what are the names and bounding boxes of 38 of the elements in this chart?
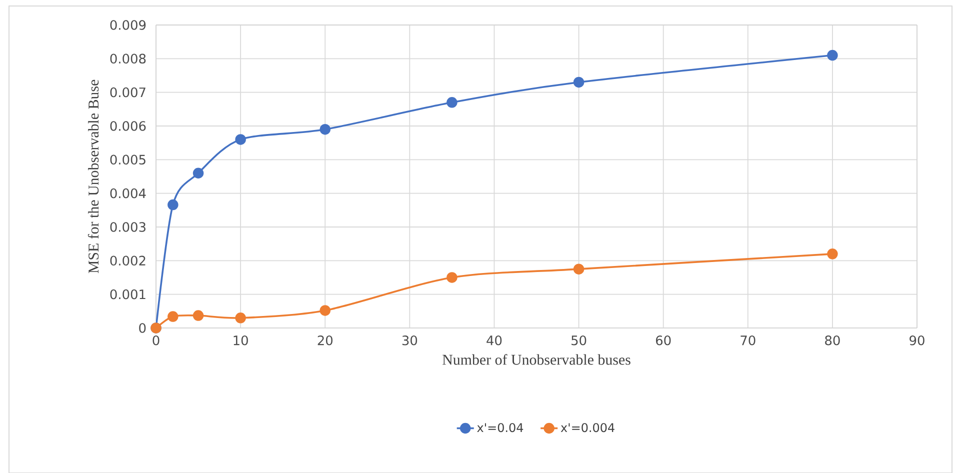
y-tick-label: 0 [139,322,146,333]
x-tick-label: 50 [572,335,586,346]
y-tick-label: 0.004 [110,188,146,198]
point [827,248,838,260]
legend-label: x'=0.004 [560,422,614,432]
point [235,134,246,145]
y-tick-label: 0.007 [110,87,146,97]
point [573,263,584,274]
point [827,50,838,60]
x-tick-label: 0 [152,335,160,346]
y-tick-label: 0.008 [110,54,146,64]
point [320,304,331,316]
y-tick-label: 0.006 [110,120,146,131]
x-tick-label: 90 [910,335,924,346]
x-tick-label: 30 [402,335,418,346]
x-tick-label: 60 [656,335,671,346]
point [192,168,204,178]
y-tick-label: 0.001 [110,289,146,299]
point [573,76,584,88]
point [192,310,204,321]
point [446,272,458,283]
y-tick-label: 0.003 [110,222,146,232]
legend-label: x'=0.04 [477,422,524,432]
x-tick-label: 40 [486,335,502,346]
point [168,310,178,322]
point [320,124,331,135]
x-tick-label: 20 [318,335,332,346]
y-tick-label: 0.002 [110,256,146,266]
x-tick-label: 10 [234,335,248,346]
y-axis-title: MSE for the Unobservable Buse [88,80,99,273]
point [168,199,178,210]
point [446,96,458,108]
x-tick-label: 70 [740,335,756,346]
point [235,312,246,324]
x-tick-label: 80 [825,335,840,346]
y-tick-label: 0.005 [110,154,146,164]
x-axis-title: Number of Unobservable buses [442,354,630,365]
y-tick-label: 0.009 [110,20,146,30]
